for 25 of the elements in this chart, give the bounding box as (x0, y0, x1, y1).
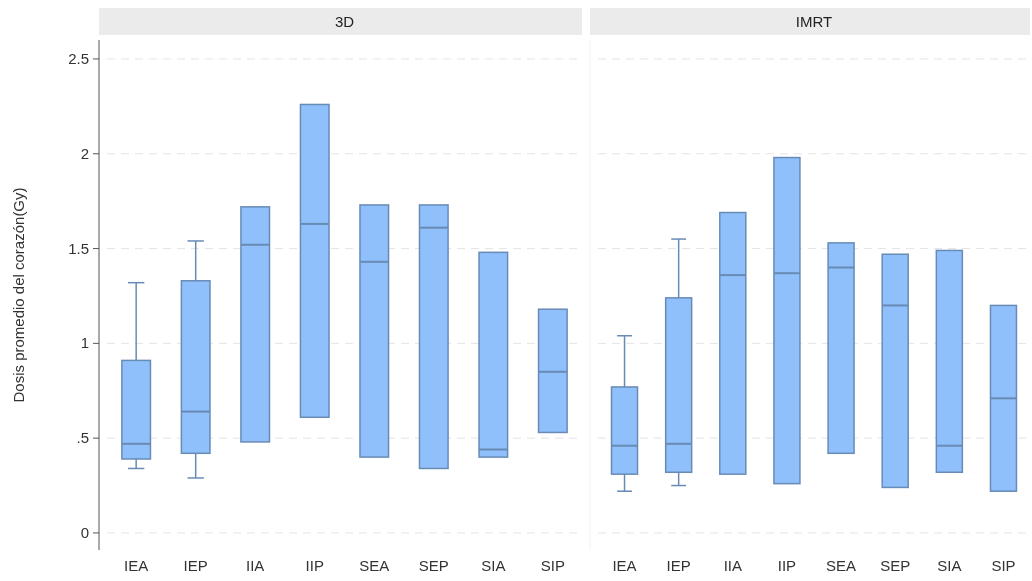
x-tick-label: IEA (124, 557, 149, 574)
x-tick-label: IEA (612, 557, 637, 574)
y-tick-label: .5 (76, 429, 89, 447)
x-tick-label: IEP (666, 557, 691, 574)
x-tick-label: IIA (246, 557, 265, 574)
x-tick-label: SEA (359, 557, 390, 574)
y-tick-label: 1 (80, 334, 89, 352)
y-tick-label: 0 (80, 523, 89, 541)
y-tick-label: 2.5 (68, 49, 89, 67)
x-tick-label: SIA (937, 557, 962, 574)
x-tick-label: SIA (481, 557, 506, 574)
y-axis-title: Dosis promedio del corazón(Gy) (10, 187, 27, 403)
x-tick-label: SEP (880, 557, 911, 574)
x-tick-label: IIP (777, 557, 797, 574)
chart-title: IMRT (795, 13, 833, 30)
x-tick-label: SEA (826, 557, 857, 574)
x-tick-label: SIP (991, 557, 1016, 574)
x-tick-label: SIP (540, 557, 565, 574)
x-tick-label: SEP (418, 557, 449, 574)
x-tick-label: IEP (183, 557, 208, 574)
x-tick-label: IIA (723, 557, 742, 574)
chart-title: 3D (334, 13, 355, 30)
x-tick-label: IIP (305, 557, 324, 574)
y-tick-label: 1.5 (68, 239, 89, 257)
y-tick-label: 2 (80, 144, 89, 162)
